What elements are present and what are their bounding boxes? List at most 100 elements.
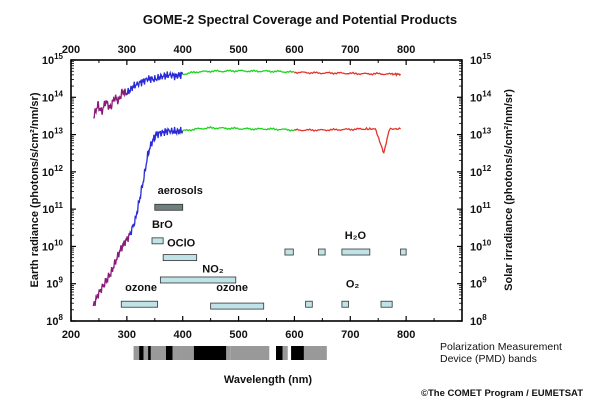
pmd-band [172, 346, 177, 360]
pmd-band [303, 346, 327, 360]
x-tick-label-top: 300 [118, 44, 136, 56]
plot-area: 200 200 300 300 400 400 500 500 600 600 700 700 800 8… [42, 44, 492, 360]
x-tick-label-bottom: 500 [229, 329, 247, 341]
product-label-bro: BrO [152, 219, 173, 231]
credit: ©The COMET Program / EUMETSAT [421, 388, 583, 399]
product-bar-ozone_1 [120, 300, 158, 308]
x-tick-label-top: 500 [229, 44, 247, 56]
y-tick-base: 10 [470, 55, 482, 67]
y-tick-exponent: 10 [54, 238, 63, 247]
y-axis-label-right: Solar irradiance (photons/s/cm²/nm/sr) [503, 89, 515, 291]
spectrum-line-earth-radiance [129, 126, 184, 236]
y-tick-label-right: 108 [470, 313, 487, 328]
x-tick-label-bottom: 400 [174, 329, 192, 341]
spectrum-line-solar-irradiance [93, 88, 128, 119]
pmd-band [230, 346, 270, 360]
x-tick-label-bottom: 700 [341, 329, 359, 341]
pmd-band [275, 346, 283, 360]
y-tick-label-right: 1013 [470, 127, 492, 142]
x-tick-label-top: 800 [397, 44, 415, 56]
y-tick-label-left: 1015 [42, 52, 64, 67]
y-tick-label-left: 1014 [42, 89, 64, 104]
pmd-band [291, 346, 304, 360]
y-tick-label-right: 1012 [470, 164, 492, 179]
product-bar-h2o_2 [318, 248, 326, 256]
x-tick-label-bottom: 300 [118, 329, 136, 341]
y-tick-exponent: 13 [482, 127, 491, 136]
y-tick-label-left: 109 [46, 276, 63, 291]
y-tick-exponent: 12 [482, 164, 491, 173]
y-tick-exponent: 11 [482, 201, 491, 210]
y-tick-base: 10 [42, 130, 54, 142]
product-bar-bro [151, 237, 164, 245]
pmd-band [148, 346, 151, 360]
y-axis-label-left: Earth radiance (photons/s/cm²/nm/sr) [29, 92, 41, 287]
y-tick-base: 10 [42, 241, 54, 253]
product-bar-o2_3 [380, 300, 393, 308]
x-tick-label-top: 200 [62, 44, 80, 56]
y-tick-exponent: 10 [482, 238, 491, 247]
spectrum-line-earth-radiance [92, 233, 131, 307]
y-tick-base: 10 [470, 130, 482, 142]
pmd-band [193, 346, 227, 360]
product-label-ozone_2: ozone [216, 282, 248, 294]
y-tick-label-right: 109 [470, 276, 487, 291]
spectrum-line-earth-radiance [182, 125, 295, 132]
y-tick-base: 10 [470, 241, 482, 253]
pmd-label-line1: Polarization Measurement [440, 341, 562, 353]
y-tick-label-left: 108 [46, 313, 63, 328]
y-tick-exponent: 9 [482, 276, 487, 285]
x-axis-label: Wavelength (nm) [224, 374, 313, 386]
x-tick-label-bottom: 200 [62, 329, 80, 341]
y-tick-base: 10 [470, 204, 482, 216]
y-tick-base: 10 [470, 167, 482, 179]
x-tick-label-top: 600 [285, 44, 303, 56]
y-tick-base: 10 [42, 167, 54, 179]
pmd-band [143, 346, 149, 360]
product-bar-h2o_4 [400, 248, 407, 256]
product-label-no2: NO₂ [202, 264, 224, 276]
y-tick-label-right: 1010 [470, 238, 492, 253]
y-tick-label-right: 1011 [470, 201, 491, 216]
y-tick-base: 10 [46, 279, 58, 291]
pmd-band [139, 346, 144, 360]
y-tick-exponent: 9 [59, 276, 64, 285]
y-tick-exponent: 15 [54, 52, 63, 61]
product-bar-o2_1 [305, 300, 313, 308]
y-tick-label-right: 1015 [470, 52, 492, 67]
product-bar-no2 [159, 276, 237, 284]
y-tick-exponent: 13 [54, 127, 63, 136]
y-tick-base: 10 [470, 92, 482, 104]
product-label-h2o_3: H₂O [345, 230, 367, 242]
product-label-ozone_1: ozone [125, 282, 157, 294]
y-tick-base: 10 [470, 279, 482, 291]
product-label-oclo: OClO [167, 237, 196, 249]
spectrum-line-earth-radiance [294, 126, 402, 155]
pmd-band [165, 346, 173, 360]
product-bar-oclo [162, 254, 198, 262]
spectrum-line-solar-irradiance [126, 70, 184, 96]
x-tick-label-bottom: 800 [397, 329, 415, 341]
chart-title: GOME-2 Spectral Coverage and Potential P… [143, 12, 457, 27]
y-tick-label-right: 1014 [470, 89, 492, 104]
pmd-band [282, 346, 288, 360]
pmd-band [181, 346, 194, 360]
product-label-aerosols: aerosols [158, 185, 203, 197]
pmd-label-line2: Device (PMD) bands [440, 353, 537, 365]
product-bar-aerosols [154, 203, 184, 211]
y-tick-label-left: 1011 [42, 201, 63, 216]
spectrum-line-solar-irradiance [182, 69, 295, 76]
y-tick-exponent: 8 [482, 313, 487, 322]
pmd-band [226, 346, 231, 360]
y-tick-exponent: 14 [54, 89, 63, 98]
pmd-band [133, 346, 140, 360]
x-tick-label-top: 400 [174, 44, 192, 56]
product-bar-ozone_2 [210, 302, 265, 310]
y-tick-label-left: 1013 [42, 127, 64, 142]
y-tick-exponent: 12 [54, 164, 63, 173]
pmd-band [150, 346, 166, 360]
product-bar-h2o_1 [284, 248, 294, 256]
y-tick-base: 10 [42, 204, 54, 216]
y-tick-base: 10 [42, 55, 54, 67]
